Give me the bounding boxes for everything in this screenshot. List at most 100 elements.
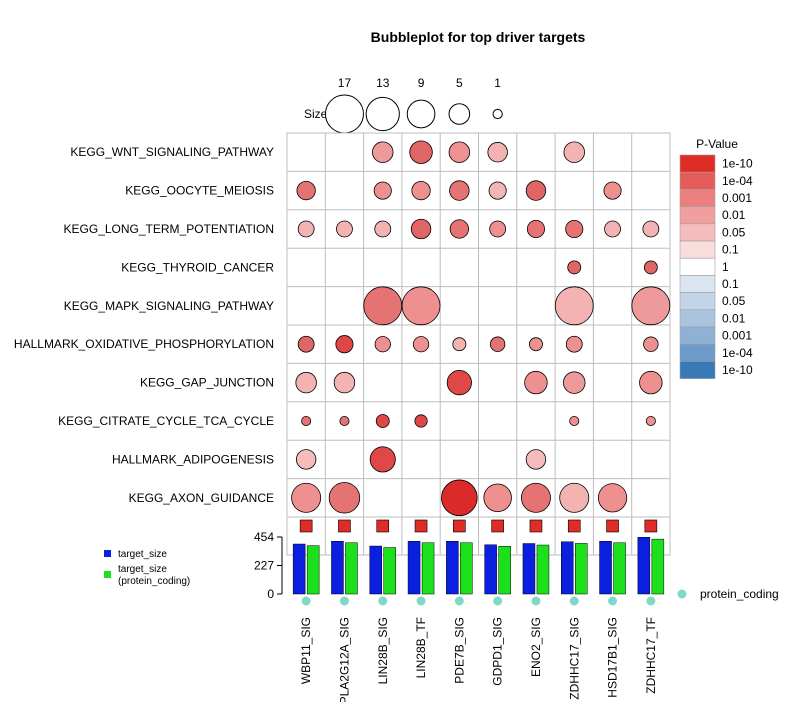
pvalue-legend-label: 0.05 (722, 225, 746, 239)
bar-target-size-protein-coding (575, 543, 588, 595)
size-legend-bubble (492, 108, 503, 120)
row-label: KEGG_WNT_SIGNALING_PATHWAY (70, 145, 274, 159)
column-dot (339, 596, 349, 606)
driver-marker (414, 519, 428, 533)
bubble (291, 482, 322, 513)
row-label: KEGG_GAP_JUNCTION (140, 376, 274, 390)
bubbles (291, 140, 671, 517)
bubble (524, 370, 548, 395)
driver-marker (491, 519, 504, 533)
bubble (526, 219, 545, 239)
bubble (529, 337, 543, 352)
column-dot (608, 596, 618, 606)
column-dot (646, 596, 656, 606)
size-legend-bubble (365, 96, 400, 132)
pvalue-legend: P-Value 1e-10 1e-04 0.001 0.01 0.05 0.1 1 0.1 0.… (679, 137, 753, 379)
bubble (565, 219, 584, 239)
bar-target-size (407, 541, 421, 595)
driver-marker (644, 519, 658, 533)
bubble (597, 483, 628, 513)
row-label: KEGG_LONG_TERM_POTENTIATION (64, 222, 274, 236)
size-legend: Size 17 13 9 5 1 (304, 76, 503, 134)
bubble (643, 336, 659, 352)
bar-target-size-protein-coding (421, 542, 435, 595)
pvalue-legend-swatch (679, 292, 716, 311)
bar-target-size (484, 544, 497, 595)
bar-target-size (446, 541, 459, 595)
pvalue-legend-swatch (679, 309, 716, 328)
row-label: KEGG_AXON_GUIDANCE (129, 491, 274, 505)
bar-target-size (292, 543, 306, 595)
bar-target-size-protein-coding (460, 542, 473, 595)
bubble (374, 336, 391, 353)
column-dot (454, 596, 464, 606)
column-label: WBP11_SIG (299, 617, 313, 684)
pvalue-legend-label: 1e-04 (722, 346, 753, 360)
bubble (336, 220, 353, 238)
bubble (487, 142, 508, 163)
driver-marker (453, 519, 466, 533)
bubble (565, 335, 583, 353)
row-label: HALLMARK_ADIPOGENESIS (112, 452, 274, 466)
row-labels: KEGG_WNT_SIGNALING_PATHWAY KEGG_OOCYTE_ME… (14, 145, 274, 505)
column-label: HSD17B1_SIG (606, 617, 620, 698)
bubble (563, 141, 585, 163)
row-label: KEGG_THYROID_CANCER (121, 260, 274, 274)
column-dot (493, 596, 503, 606)
bar-target-size-protein-coding (651, 538, 665, 595)
column-dot (531, 596, 541, 606)
bubble (296, 180, 316, 201)
bubble (603, 181, 622, 200)
pvalue-legend-swatch (679, 361, 716, 379)
bubble (642, 220, 660, 238)
bubble (525, 180, 547, 201)
bubble (639, 370, 663, 395)
bubble (563, 371, 586, 394)
column-label: LIN28B_SIG (376, 617, 390, 684)
size-legend-value: 9 (418, 76, 425, 90)
pvalue-legend-swatch (679, 257, 716, 276)
bar-target-size (637, 537, 651, 595)
bubble (411, 180, 431, 201)
bubble (559, 482, 590, 513)
size-legend-bubble (406, 99, 436, 129)
pvalue-legend-swatch (679, 343, 716, 362)
bar-axis-tick-label: 454 (254, 530, 274, 544)
bubble (410, 218, 432, 240)
bar-target-size (369, 545, 382, 595)
bubble (645, 415, 656, 427)
pvalue-legend-title: P-Value (696, 137, 738, 151)
legend-swatch-target-size (104, 550, 111, 557)
bar-target-size (561, 541, 574, 595)
pvalue-legend-label: 0.01 (722, 311, 746, 325)
driver-marker (338, 519, 351, 533)
protein-coding-legend: protein_coding (677, 587, 779, 601)
bar-target-size-protein-coding (345, 542, 358, 595)
row-label: KEGG_OOCYTE_MEIOSIS (125, 184, 274, 198)
driver-marker (606, 519, 619, 533)
pvalue-legend-swatch (679, 223, 716, 242)
pvalue-legend-label: 0.05 (722, 294, 746, 308)
bubble (295, 371, 317, 394)
bubble (297, 335, 315, 353)
bubble (489, 336, 506, 352)
bubble-grid (286, 132, 671, 556)
pvalue-legend-label: 0.1 (722, 243, 739, 257)
pvalue-legend-swatch (679, 240, 716, 259)
column-label: ENO2_SIG (529, 617, 543, 677)
column-label: LIN28B_TF (414, 617, 428, 678)
bubble (414, 414, 428, 428)
bubble (301, 415, 312, 427)
column-label: ZDHHC17_TF (644, 617, 658, 694)
driver-marker (567, 519, 581, 533)
bubble (525, 449, 547, 470)
pvalue-legend-swatch (679, 171, 716, 190)
bubble (643, 260, 658, 275)
pvalue-legend-label: 1e-10 (722, 157, 753, 171)
bubble (409, 140, 433, 164)
bar-target-size-protein-coding (306, 545, 320, 595)
bar-target-size-protein-coding (383, 547, 396, 595)
bar-target-size (522, 543, 536, 595)
pvalue-legend-swatch (679, 206, 716, 225)
